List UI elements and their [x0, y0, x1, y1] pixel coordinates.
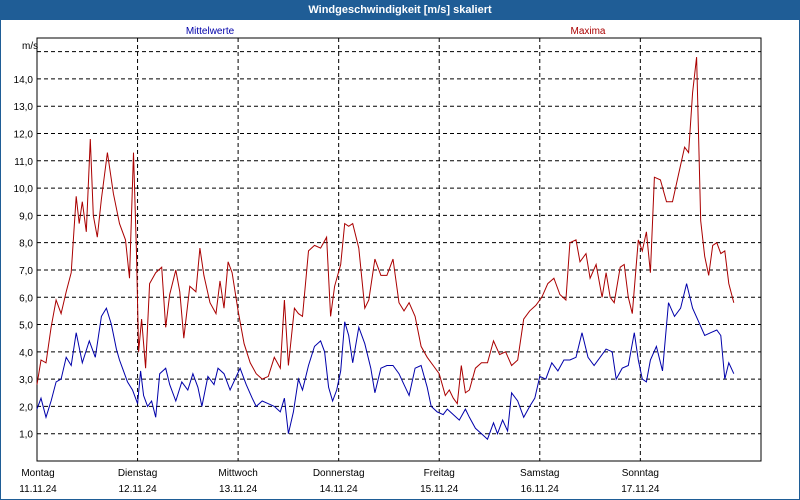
y-tick-label: 14,0: [14, 75, 34, 86]
x-tick-date: 13.11.24: [219, 484, 258, 495]
y-tick-label: 11,0: [14, 157, 33, 168]
x-tick-date: 16.11.24: [521, 484, 560, 495]
y-axis-label: m/s: [22, 41, 38, 52]
x-tick-date: 11.11.24: [19, 484, 57, 495]
x-tick-day: Samstag: [520, 468, 559, 479]
y-tick-label: 12,0: [14, 130, 34, 141]
plot-area: [36, 37, 762, 462]
x-tick-date: 14.11.24: [320, 484, 359, 495]
y-tick-label: 3,0: [19, 375, 33, 386]
x-tick-day: Sonntag: [622, 468, 659, 479]
y-tick-label: 5,0: [19, 321, 33, 332]
x-tick-labels: Montag 11.11.24 Dienstag 12.11.24 Mittwoch 13…: [19, 468, 660, 495]
series-line-maxima: [36, 57, 735, 406]
y-tick-label: 1,0: [19, 430, 33, 441]
legend-mittelwerte: Mittelwerte: [186, 26, 235, 37]
y-tick-label: 6,0: [19, 293, 33, 304]
y-tick-label: 2,0: [19, 402, 33, 413]
y-tick-label: 9,0: [19, 211, 33, 222]
x-tick-day: Montag: [21, 468, 54, 479]
y-tick-label: 10,0: [14, 184, 34, 195]
data-series: [36, 57, 735, 441]
y-tick-label: 8,0: [19, 239, 33, 250]
y-tick-label: 7,0: [19, 266, 33, 277]
x-tick-date: 12.11.24: [118, 484, 157, 495]
x-tick-date: 17.11.24: [621, 484, 660, 495]
x-tick-day: Dienstag: [118, 468, 157, 479]
series-line-mittelwerte: [36, 283, 735, 441]
legend-maxima: Maxima: [570, 26, 605, 37]
y-tick-label: 13,0: [14, 102, 34, 113]
x-tick-day: Freitag: [424, 468, 455, 479]
y-gridlines: [37, 51, 761, 435]
x-tick-day: Mittwoch: [218, 468, 257, 479]
x-tick-day: Donnerstag: [313, 468, 365, 479]
x-tick-date: 15.11.24: [420, 484, 459, 495]
chart-title: Windgeschwindigkeit [m/s] skaliert: [1, 1, 799, 20]
y-tick-labels: 1,0 2,0 3,0 4,0 5,0 6,0 7,0 8,0 9,0 10,0 11,0 12,0 1…: [14, 75, 34, 441]
x-gridlines: [137, 38, 641, 461]
y-tick-label: 4,0: [19, 348, 33, 359]
